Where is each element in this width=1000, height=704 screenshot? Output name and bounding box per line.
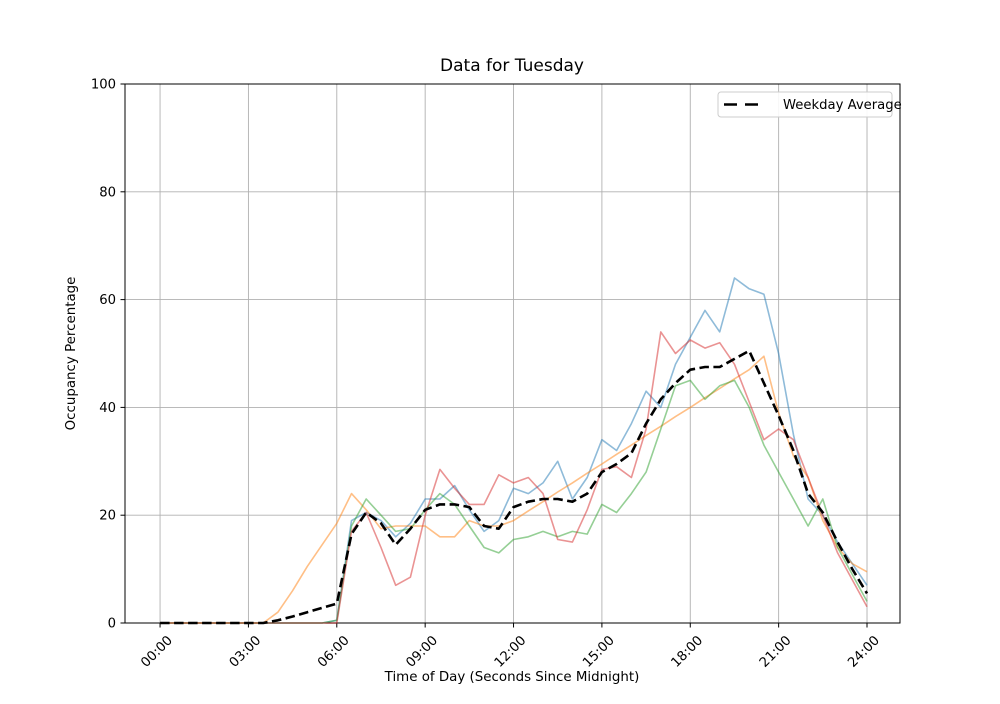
x-tick-label: 00:00 (138, 633, 175, 670)
y-tick-label: 0 (108, 617, 116, 632)
x-tick-label: 06:00 (315, 633, 352, 670)
axis-ticks: 00:00 03:00 06:00 09:00 12:00 15:00 18:00 21:00… (91, 78, 883, 671)
series-line-weekday-average (160, 349, 869, 625)
chart-title: Data for Tuesday (440, 56, 584, 76)
x-tick-label: 18:00 (669, 633, 706, 670)
x-tick-label: 24:00 (845, 633, 882, 670)
series-line-weekday-series-4 (160, 331, 868, 624)
x-tick-label: 09:00 (404, 633, 441, 670)
x-tick-label: 12:00 (492, 633, 529, 670)
y-tick-label: 20 (99, 509, 116, 524)
x-tick-label: 03:00 (227, 633, 264, 670)
y-tick-label: 80 (99, 185, 116, 200)
legend: Weekday Average (717, 91, 902, 118)
y-tick-label: 100 (91, 78, 116, 93)
plot-frame (124, 83, 901, 624)
x-tick-label: 21:00 (757, 633, 794, 670)
y-tick-label: 60 (99, 293, 116, 308)
data-series (160, 277, 869, 625)
y-axis-label: Occupancy Percentage (64, 277, 79, 431)
x-tick-label: 15:00 (580, 633, 617, 670)
legend-entry-label: Weekday Average (783, 98, 902, 113)
series-line-weekday-series-2 (160, 355, 868, 624)
grid-lines (125, 83, 900, 624)
y-tick-label: 40 (99, 401, 116, 416)
x-axis-label: Time of Day (Seconds Since Midnight) (384, 670, 640, 685)
legend-box (717, 91, 893, 118)
